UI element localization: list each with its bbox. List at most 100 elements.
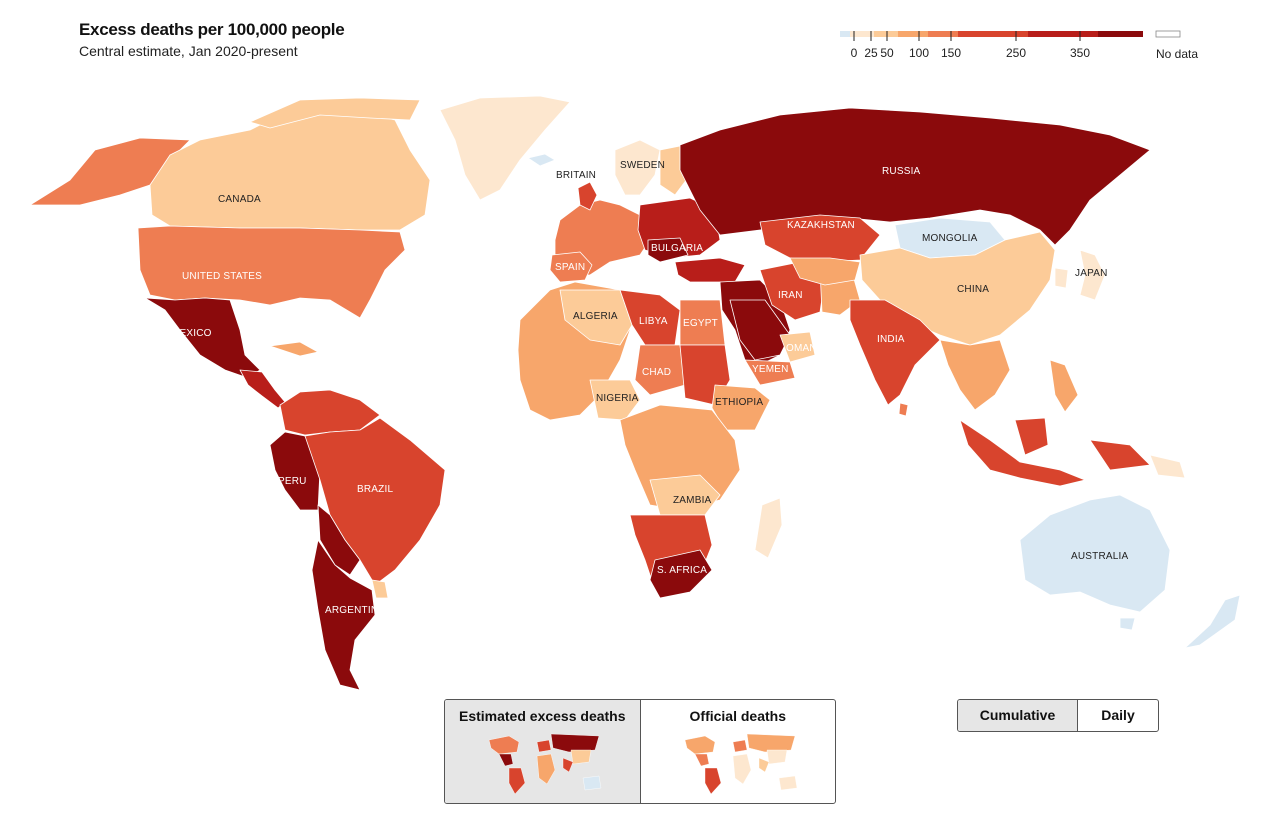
label-algeria: ALGERIA xyxy=(573,311,618,322)
country-russia[interactable] xyxy=(679,107,1151,246)
chart-subtitle: Central estimate, Jan 2020-present xyxy=(79,43,298,59)
official-deaths-option[interactable]: Official deaths xyxy=(639,700,836,803)
label-ethiopia: ETHIOPIA xyxy=(715,397,763,408)
label-australia: AUSTRALIA xyxy=(1071,551,1129,562)
label-mexico: MEXICO xyxy=(171,328,212,339)
legend-swatch-6 xyxy=(1028,31,1098,37)
country-chad[interactable] xyxy=(634,344,686,396)
legend-tick-150: 150 xyxy=(940,46,962,60)
cumulative-button[interactable]: Cumulative xyxy=(958,700,1077,731)
label-india: INDIA xyxy=(877,334,905,345)
country-korea[interactable] xyxy=(1054,267,1069,289)
country-sweden[interactable] xyxy=(614,139,661,196)
legend-tick-25: 25 xyxy=(864,46,878,60)
country-new-zealand[interactable] xyxy=(1184,594,1241,649)
label-s-africa: S. AFRICA xyxy=(657,565,707,576)
label-chad: CHAD xyxy=(642,367,671,378)
world-map[interactable]: CANADA UNITED STATES MEXICO PERU BRAZIL … xyxy=(0,80,1280,695)
label-oman: OMAN xyxy=(786,343,817,354)
region-central-asia[interactable] xyxy=(789,257,861,286)
label-britain: BRITAIN xyxy=(556,170,596,181)
country-saudi-arabia[interactable] xyxy=(729,299,791,361)
country-mexico[interactable] xyxy=(144,297,261,379)
official-map-thumbnail xyxy=(684,733,797,795)
legend-tick-0: 0 xyxy=(850,46,858,60)
legend-nodata-swatch xyxy=(1155,30,1181,38)
label-zambia: ZAMBIA xyxy=(673,495,712,506)
time-mode-toggle: Cumulative Daily xyxy=(957,699,1159,732)
label-iran: IRAN xyxy=(778,290,803,301)
country-tasmania[interactable] xyxy=(1119,617,1136,631)
country-turkey[interactable] xyxy=(674,257,746,283)
label-brazil: BRAZIL xyxy=(357,484,393,495)
country-s-africa[interactable] xyxy=(649,549,713,599)
region-central-africa[interactable] xyxy=(619,404,741,511)
region-north-south-america[interactable] xyxy=(279,389,381,436)
map-view-toggle: Estimated excess deaths Official deaths xyxy=(444,699,836,804)
legend-swatch-5 xyxy=(958,31,1028,37)
legend-tick-100: 100 xyxy=(908,46,930,60)
label-united-states: UNITED STATES xyxy=(182,271,262,282)
country-oman[interactable] xyxy=(779,331,816,363)
legend-swatch-7 xyxy=(1098,31,1143,37)
country-spain[interactable] xyxy=(549,251,593,283)
color-legend: 0 25 50 100 150 250 350 No data xyxy=(838,27,1218,67)
legend-swatch-1 xyxy=(850,31,874,37)
estimated-excess-deaths-label: Estimated excess deaths xyxy=(458,708,626,724)
country-greenland[interactable] xyxy=(439,95,571,201)
country-philippines[interactable] xyxy=(1049,359,1079,413)
country-australia[interactable] xyxy=(1019,494,1171,613)
label-canada: CANADA xyxy=(218,194,261,205)
label-libya: LIBYA xyxy=(639,316,668,327)
legend-swatch-0 xyxy=(840,31,850,37)
official-deaths-label: Official deaths xyxy=(689,708,786,724)
label-sweden: SWEDEN xyxy=(620,160,665,171)
country-iceland[interactable] xyxy=(527,153,556,167)
country-zambia[interactable] xyxy=(649,474,721,516)
daily-button[interactable]: Daily xyxy=(1077,700,1158,731)
estimated-map-thumbnail xyxy=(488,733,602,795)
country-yemen[interactable] xyxy=(744,359,796,386)
label-bulgaria: BULGARIA xyxy=(651,243,703,254)
label-nigeria: NIGERIA xyxy=(596,393,639,404)
label-russia: RUSSIA xyxy=(882,166,921,177)
region-bolivia-paraguay[interactable] xyxy=(317,504,361,576)
legend-swatch-4 xyxy=(928,31,958,37)
country-japan[interactable] xyxy=(1079,249,1106,301)
region-borneo[interactable] xyxy=(1014,417,1049,456)
chart-title: Excess deaths per 100,000 people xyxy=(79,20,345,39)
region-central-america[interactable] xyxy=(239,369,286,409)
label-japan: JAPAN xyxy=(1075,268,1108,279)
country-indonesia[interactable] xyxy=(959,419,1086,487)
country-ethiopia[interactable] xyxy=(711,384,771,431)
region-canada-arctic[interactable] xyxy=(249,97,421,129)
country-madagascar[interactable] xyxy=(754,497,783,559)
country-nigeria[interactable] xyxy=(589,379,641,421)
label-yemen: YEMEN xyxy=(752,364,789,375)
country-uruguay[interactable] xyxy=(371,579,389,599)
label-mongolia: MONGOLIA xyxy=(922,233,978,244)
legend-tick-50: 50 xyxy=(880,46,894,60)
label-china: CHINA xyxy=(957,284,989,295)
region-southeast-asia[interactable] xyxy=(939,339,1011,411)
label-spain: SPAIN xyxy=(555,262,585,273)
legend-swatch-3 xyxy=(898,31,928,37)
estimated-excess-deaths-option[interactable]: Estimated excess deaths xyxy=(445,700,640,803)
country-sri-lanka[interactable] xyxy=(898,402,909,417)
country-india[interactable] xyxy=(849,299,941,406)
region-pacific-islands[interactable] xyxy=(1149,454,1186,479)
label-argentina: ARGENTINA xyxy=(325,605,385,616)
region-caribbean[interactable] xyxy=(269,341,319,357)
legend-tick-250: 250 xyxy=(1005,46,1027,60)
legend-no-data-label: No data xyxy=(1156,47,1199,61)
legend-scale xyxy=(840,30,1181,41)
country-canada[interactable] xyxy=(149,107,431,231)
label-peru: PERU xyxy=(278,476,307,487)
legend-swatch-2 xyxy=(874,31,898,37)
country-papua-new-guinea[interactable] xyxy=(1089,439,1151,471)
country-britain[interactable] xyxy=(577,181,598,211)
label-egypt: EGYPT xyxy=(683,318,718,329)
country-bulgaria[interactable] xyxy=(647,237,689,263)
country-argentina[interactable] xyxy=(311,539,376,691)
legend-tick-350: 350 xyxy=(1069,46,1091,60)
